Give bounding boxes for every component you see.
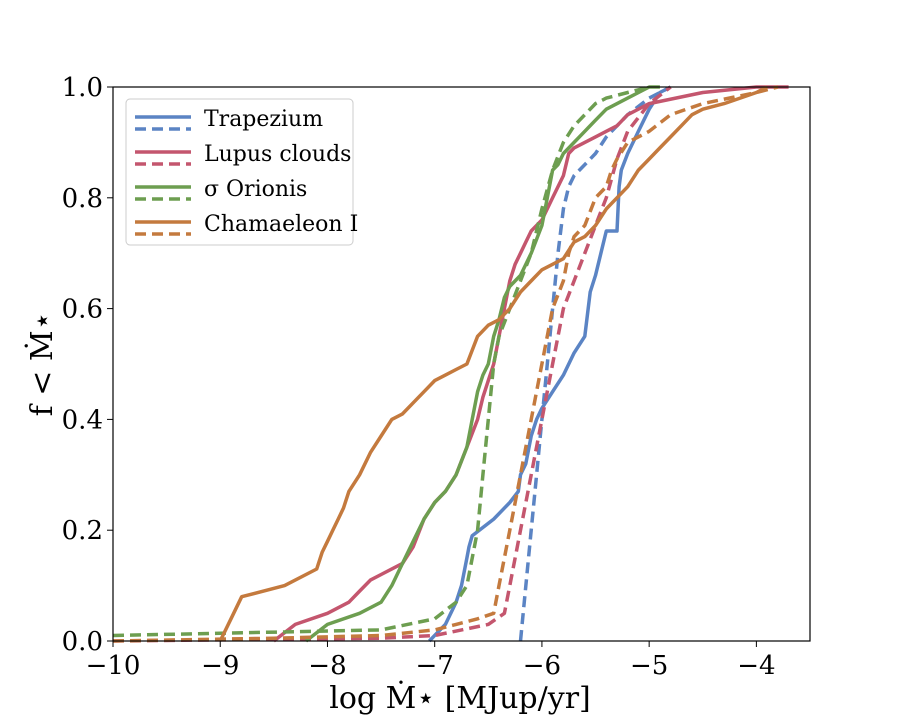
x-axis: −10 −9 −8 −7 −6 −5 −4 xyxy=(86,641,776,681)
y-axis: 0.0 0.2 0.4 0.6 0.8 1.0 xyxy=(62,73,113,657)
series-line-4 xyxy=(112,85,672,643)
y-axis-label: f < Ṁ⋆ xyxy=(24,312,60,417)
series-line-5 xyxy=(304,85,660,643)
x-axis-label: log Ṁ⋆ [MJup/yr] xyxy=(329,680,591,716)
series-line-2 xyxy=(518,85,672,642)
y-tick-label: 0.6 xyxy=(62,295,103,325)
y-tick-label: 0.2 xyxy=(62,516,103,546)
legend-label: Trapezium xyxy=(204,107,323,132)
plot-frame xyxy=(112,86,811,642)
y-tick-label: 0.8 xyxy=(62,184,103,214)
y-tick-label: 0.4 xyxy=(62,405,103,435)
y-tick-label: 1.0 xyxy=(62,73,103,103)
x-tick-label: −10 xyxy=(86,651,141,681)
series-line-1 xyxy=(428,85,672,643)
x-tick-label: −9 xyxy=(201,651,239,681)
legend: Trapezium Lupus clouds σ Orionis Chamaeleon… xyxy=(125,98,358,246)
legend-label: Chamaeleon I xyxy=(204,212,358,237)
legend-box xyxy=(125,98,354,246)
legend-label: Lupus clouds xyxy=(204,142,351,167)
x-tick-label: −7 xyxy=(416,651,454,681)
x-tick-label: −4 xyxy=(737,651,775,681)
series-layer xyxy=(112,85,789,643)
series-line-6 xyxy=(112,85,650,638)
x-tick-label: −5 xyxy=(630,651,668,681)
series-line-8 xyxy=(112,85,779,643)
y-tick-label: 0.0 xyxy=(62,627,103,657)
series-line-7 xyxy=(218,85,768,642)
legend-label: σ Orionis xyxy=(204,177,307,202)
x-tick-label: −8 xyxy=(308,651,346,681)
x-tick-label: −6 xyxy=(523,651,561,681)
